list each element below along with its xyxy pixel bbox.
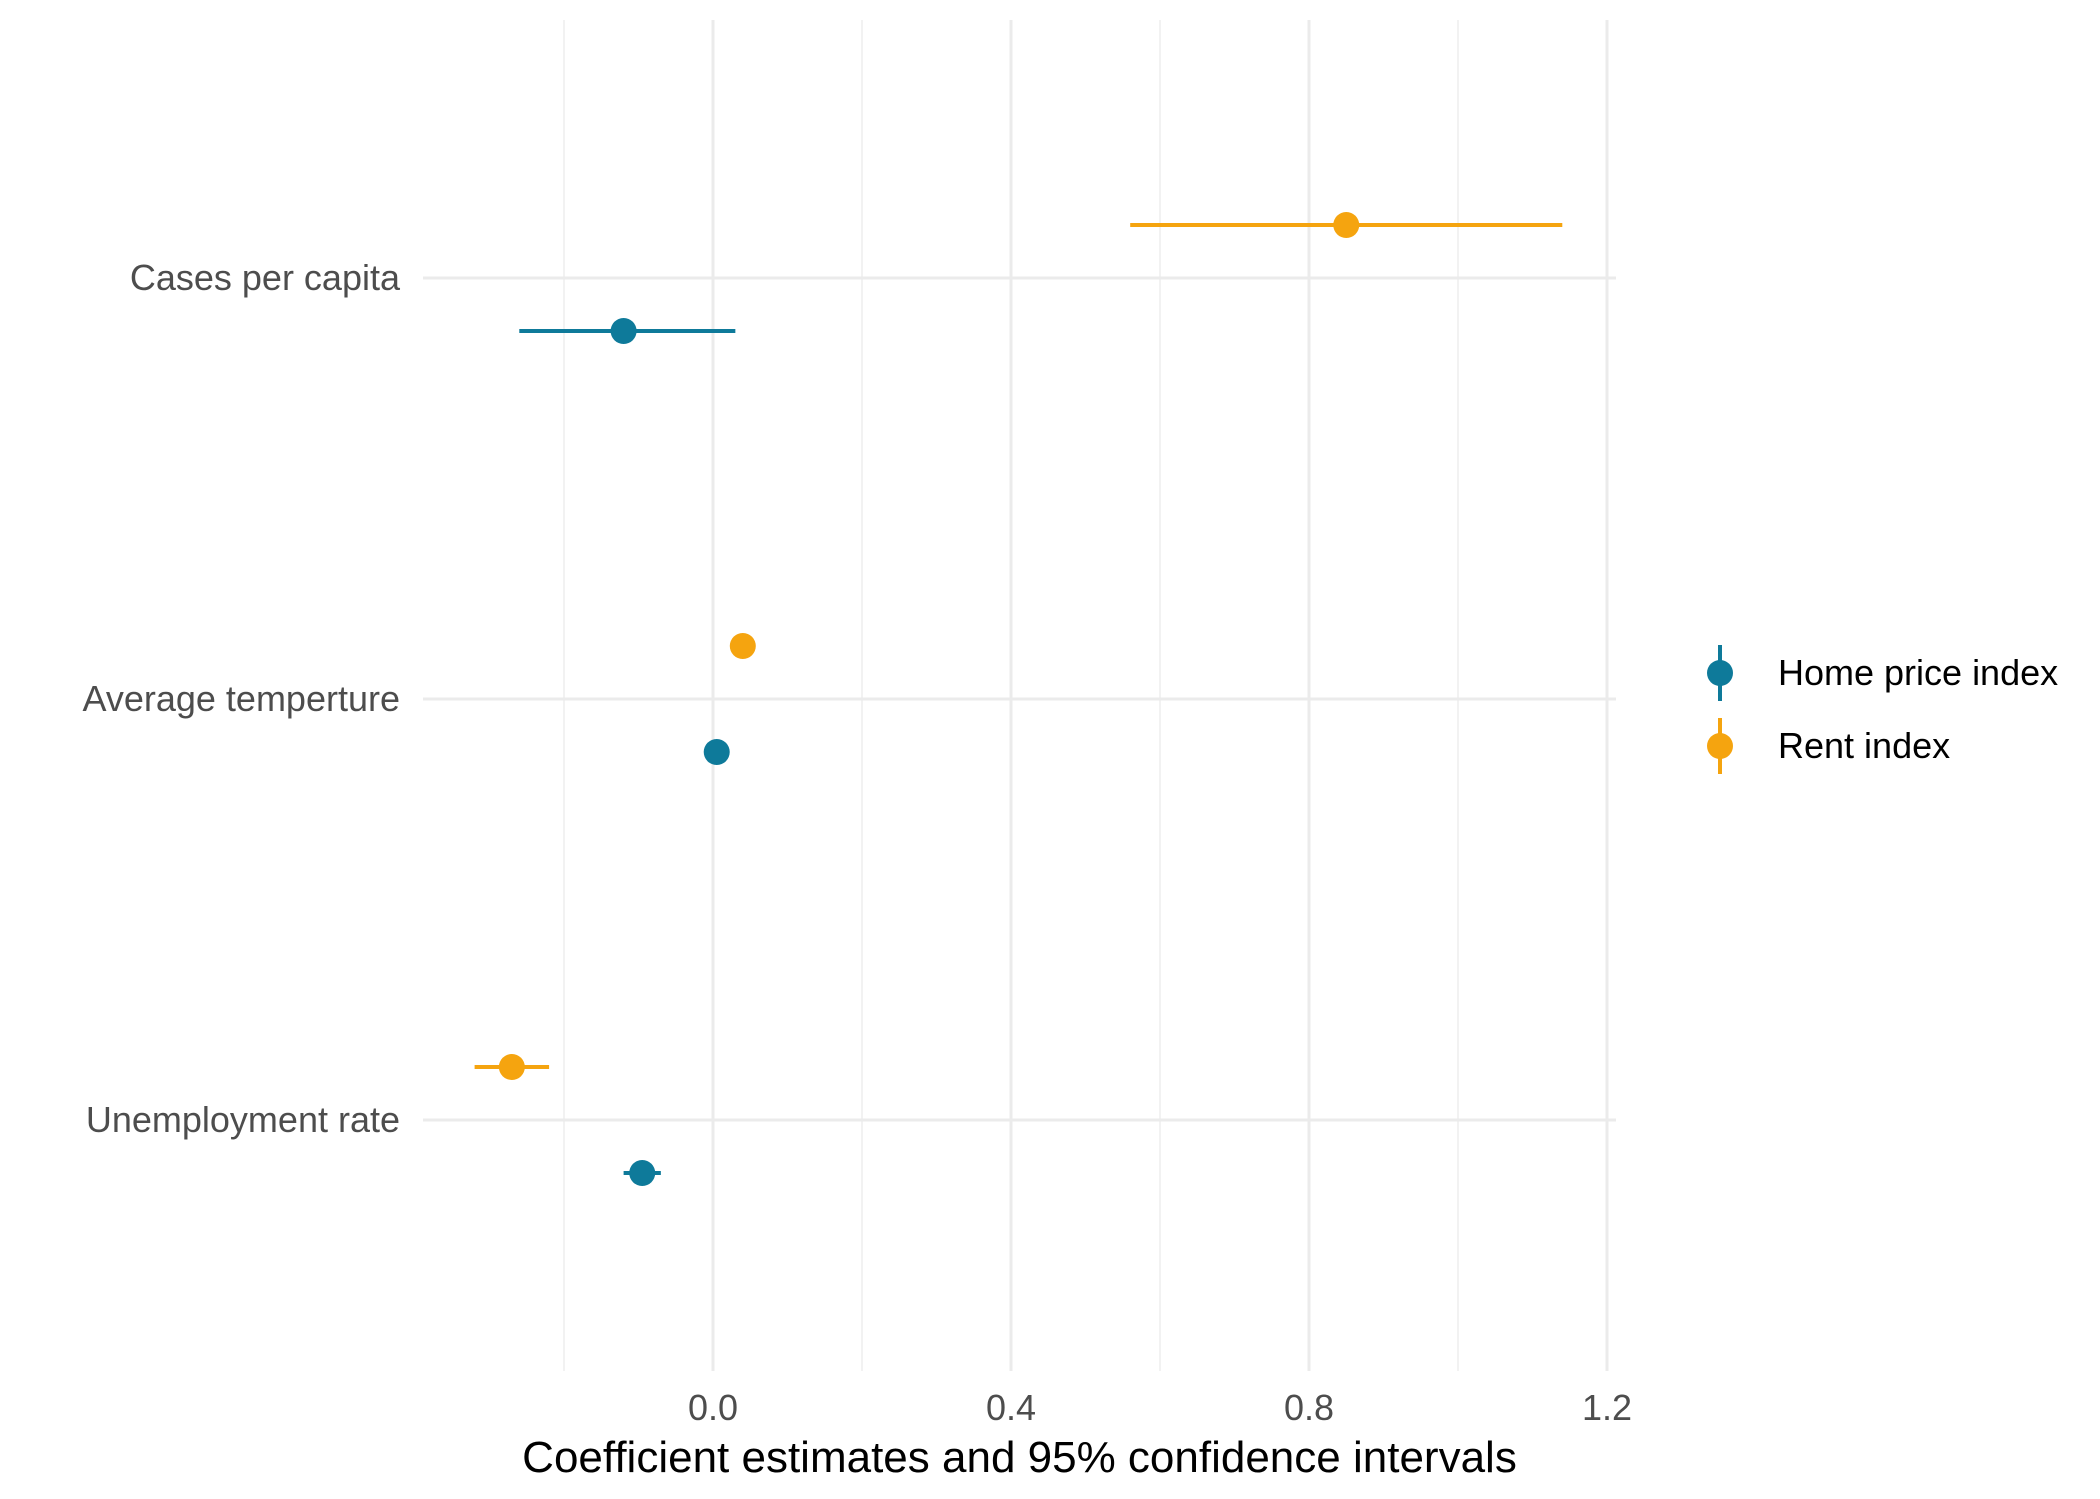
- x-tick-label: 0.4: [986, 1387, 1036, 1428]
- data-marks: [474, 212, 1563, 1186]
- home-price-index-point: [703, 739, 730, 765]
- home-price-index-point: [629, 1160, 656, 1186]
- x-tick-label: 0.0: [688, 1387, 738, 1428]
- y-axis-labels: Cases per capita Average temperture Unempl…: [82, 257, 400, 1140]
- legend-item-rent-index[interactable]: Rent index: [1707, 718, 1950, 774]
- y-category-label: Unemployment rate: [86, 1099, 400, 1140]
- x-axis-title: Coefficient estimates and 95% confidence…: [522, 1433, 1517, 1482]
- rent-index-point: [498, 1054, 525, 1080]
- legend-key-point: [1707, 733, 1733, 759]
- x-tick-label: 1.2: [1582, 1387, 1632, 1428]
- rent-index-point: [1333, 212, 1360, 238]
- home-price-index-point: [610, 318, 637, 344]
- legend[interactable]: Home price index Rent index: [1707, 645, 2058, 774]
- y-category-label: Cases per capita: [130, 257, 401, 298]
- legend-label: Home price index: [1778, 652, 2058, 693]
- legend-key-point: [1707, 660, 1733, 686]
- major-gridlines: [423, 20, 1616, 1371]
- rent-index-point: [729, 633, 756, 659]
- legend-item-home-price-index[interactable]: Home price index: [1707, 645, 2058, 701]
- x-tick-label: 0.8: [1284, 1387, 1334, 1428]
- y-category-label: Average temperture: [82, 678, 400, 719]
- minor-gridlines: [563, 20, 1459, 1371]
- legend-label: Rent index: [1778, 725, 1950, 766]
- x-axis-labels: 0.0 0.4 0.8 1.2: [688, 1387, 1632, 1428]
